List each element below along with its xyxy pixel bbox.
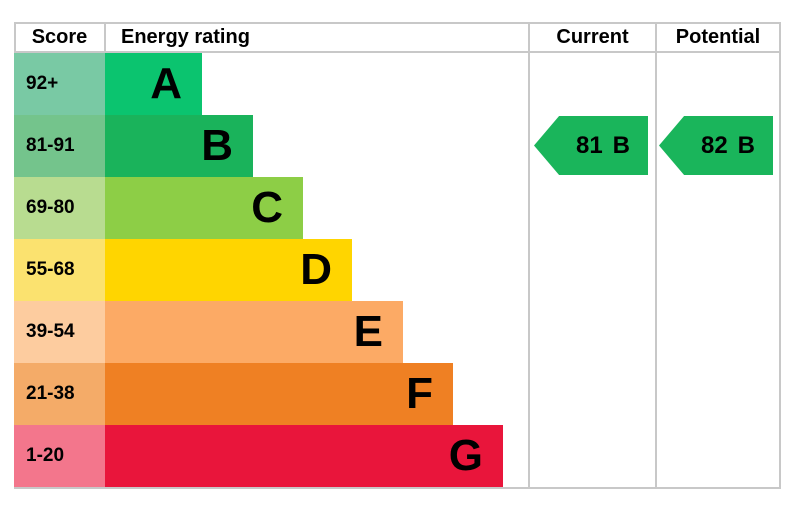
potential-rating-arrow: 82 B: [659, 116, 773, 175]
current-rating-band: B: [612, 131, 631, 159]
band-score-range: 39-54: [14, 301, 105, 363]
band-score-range: 55-68: [14, 239, 105, 301]
band-row-f: 21-38 F: [14, 363, 528, 425]
band-score-range: 92+: [14, 53, 105, 115]
band-score-range: 21-38: [14, 363, 105, 425]
table-bottom-border: [14, 487, 781, 489]
band-letter: G: [448, 431, 483, 480]
score-column-divider: [104, 22, 106, 53]
current-column-divider: [528, 22, 530, 489]
band-row-e: 39-54 E: [14, 301, 528, 363]
header-divider: [14, 51, 781, 53]
band-bar: A: [105, 53, 202, 115]
band-letter: F: [406, 369, 433, 418]
band-row-g: 1-20 G: [14, 425, 528, 487]
band-letter: D: [300, 245, 332, 294]
band-row-c: 69-80 C: [14, 177, 528, 239]
table-top-border: [14, 22, 781, 24]
current-rating-arrow: 81 B: [534, 116, 648, 175]
score-column-header: Score: [31, 25, 88, 48]
potential-column-divider: [655, 22, 657, 489]
band-bar: G: [105, 425, 503, 487]
current-column-header: Current: [556, 25, 629, 48]
band-score-range: 1-20: [14, 425, 105, 487]
band-bar: F: [105, 363, 453, 425]
band-letter: A: [150, 59, 182, 108]
band-bar: E: [105, 301, 403, 363]
potential-rating-band: B: [737, 131, 756, 159]
band-bar: B: [105, 115, 253, 177]
header-left-border: [14, 22, 16, 53]
band-letter: C: [251, 183, 283, 232]
band-row-a: 92+ A: [14, 53, 528, 115]
current-rating-value: 81: [575, 131, 603, 159]
band-score-range: 69-80: [14, 177, 105, 239]
band-row-d: 55-68 D: [14, 239, 528, 301]
potential-column-header: Potential: [675, 25, 761, 48]
band-rows: 92+ A 81-91 B 69-80 C 55-68 D 39-54 E 21…: [14, 53, 528, 487]
band-score-range: 81-91: [14, 115, 105, 177]
band-row-b: 81-91 B: [14, 115, 528, 177]
band-bar: D: [105, 239, 352, 301]
energy-rating-column-header: Energy rating: [121, 25, 250, 48]
band-bar: C: [105, 177, 303, 239]
table-right-border: [779, 22, 781, 489]
potential-rating-value: 82: [700, 131, 728, 159]
band-letter: B: [201, 121, 233, 170]
band-letter: E: [353, 307, 383, 356]
